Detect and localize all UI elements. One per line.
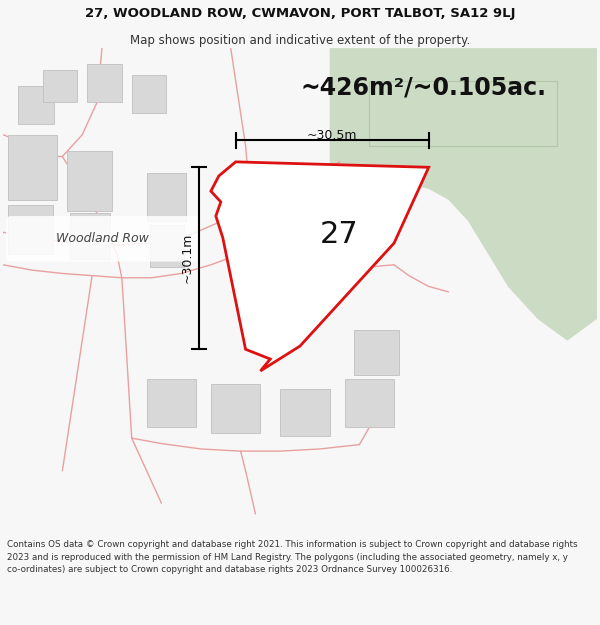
Text: ~426m²/~0.105ac.: ~426m²/~0.105ac. (300, 75, 546, 99)
Polygon shape (70, 213, 110, 259)
Polygon shape (146, 379, 196, 428)
Polygon shape (43, 70, 77, 102)
Polygon shape (330, 48, 597, 341)
Polygon shape (8, 205, 53, 254)
FancyBboxPatch shape (6, 216, 199, 261)
Polygon shape (211, 384, 260, 432)
Polygon shape (344, 379, 394, 428)
Polygon shape (146, 173, 186, 221)
Text: Contains OS data © Crown copyright and database right 2021. This information is : Contains OS data © Crown copyright and d… (7, 541, 578, 574)
Polygon shape (8, 135, 58, 200)
Text: Woodland Row: Woodland Row (56, 232, 148, 245)
Polygon shape (211, 162, 429, 371)
Polygon shape (132, 75, 166, 113)
Polygon shape (280, 389, 330, 436)
Polygon shape (87, 64, 122, 102)
Polygon shape (149, 225, 184, 267)
Text: Map shows position and indicative extent of the property.: Map shows position and indicative extent… (130, 34, 470, 47)
Text: ~30.1m: ~30.1m (181, 233, 194, 284)
Polygon shape (355, 330, 399, 375)
Text: 27: 27 (320, 220, 359, 249)
Text: 27, WOODLAND ROW, CWMAVON, PORT TALBOT, SA12 9LJ: 27, WOODLAND ROW, CWMAVON, PORT TALBOT, … (85, 7, 515, 20)
Text: ~30.5m: ~30.5m (307, 129, 358, 142)
Polygon shape (18, 86, 55, 124)
Polygon shape (67, 151, 112, 211)
